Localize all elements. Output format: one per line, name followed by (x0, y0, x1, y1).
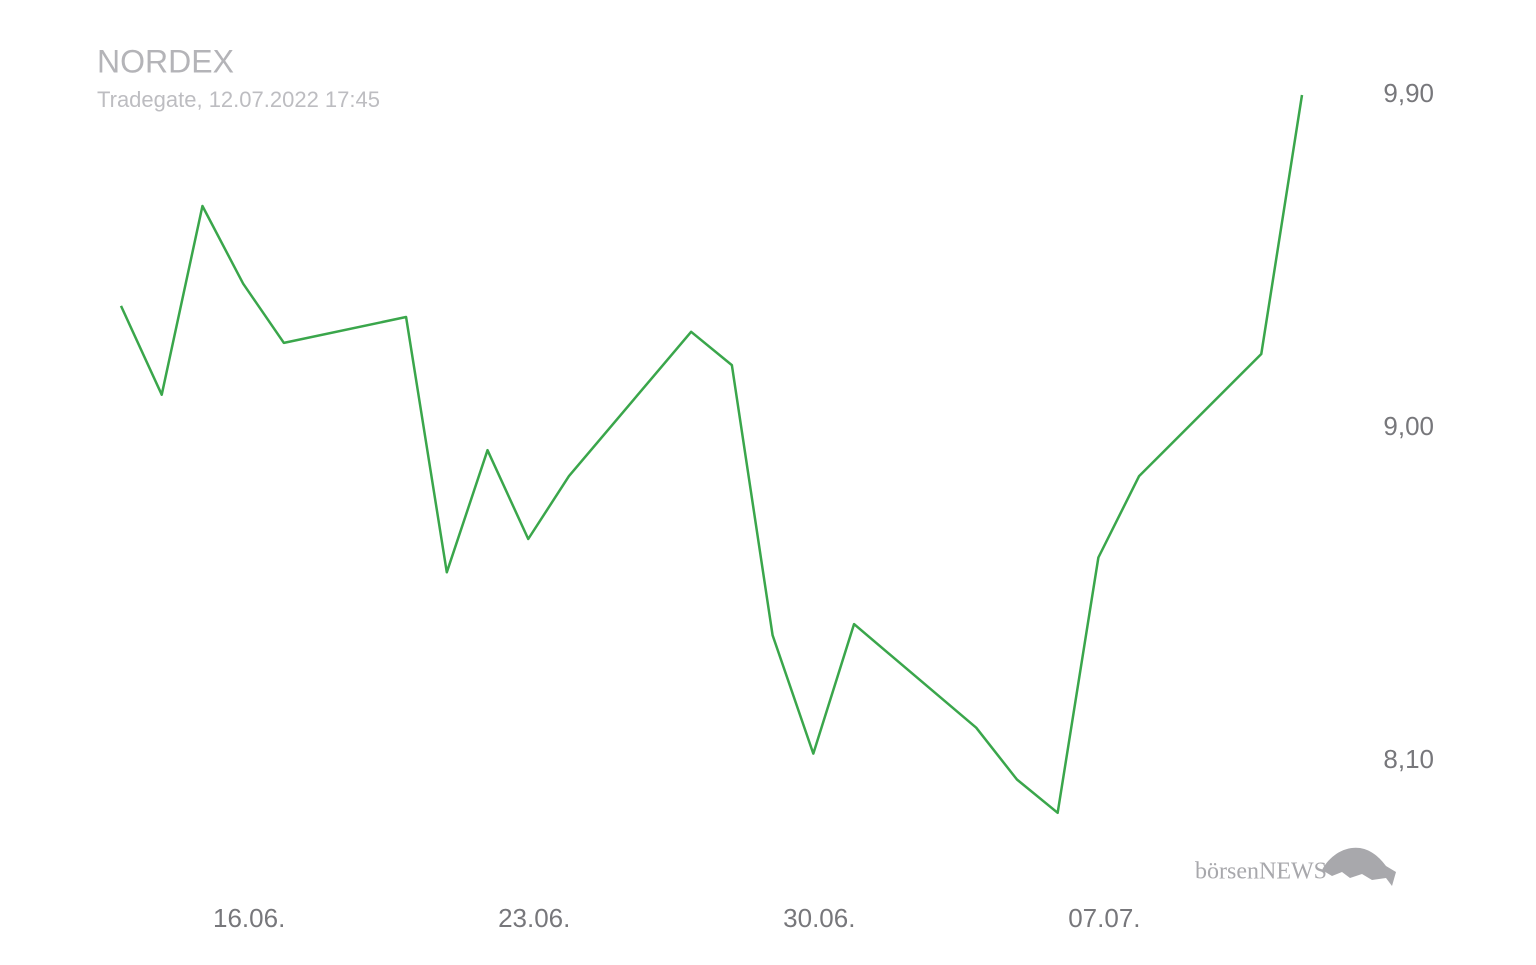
price-line (119, 94, 1304, 815)
y-tick-label: 8,10 (1383, 744, 1434, 774)
y-tick-label: 9,90 (1383, 78, 1434, 108)
chart-title: NORDEX (97, 43, 234, 79)
chart-subtitle: Tradegate, 12.07.2022 17:45 (97, 87, 380, 112)
x-tick-label: 07.07. (1068, 903, 1140, 933)
logo-icon (1322, 847, 1396, 886)
y-tick-label: 9,00 (1383, 411, 1434, 441)
x-tick-label: 23.06. (498, 903, 570, 933)
x-tick-label: 30.06. (783, 903, 855, 933)
logo: börsenNEWS (1195, 859, 1327, 885)
x-tick-label: 16.06. (213, 903, 285, 933)
